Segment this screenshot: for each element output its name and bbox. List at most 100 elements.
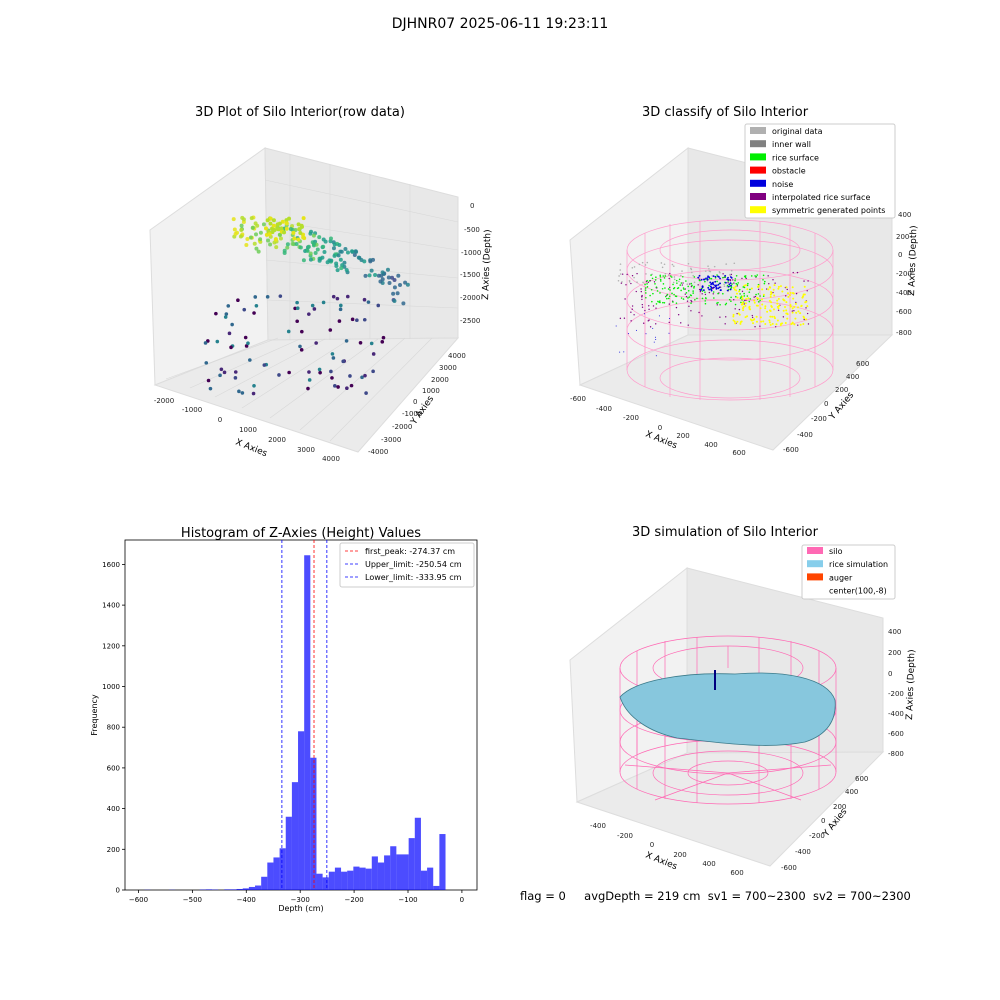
classified-point xyxy=(743,303,746,305)
classified-point xyxy=(748,300,751,303)
scatter-point xyxy=(251,391,256,396)
classified-point xyxy=(803,318,805,321)
classified-point xyxy=(749,318,752,321)
legend-label: noise xyxy=(772,180,793,189)
scatter-point xyxy=(206,378,211,383)
classified-point xyxy=(641,296,643,298)
classified-point xyxy=(773,315,776,318)
raw-xtick: 2000 xyxy=(268,436,286,444)
raw-ztick: -1500 xyxy=(460,271,480,279)
classified-point xyxy=(743,292,745,295)
classified-point xyxy=(658,301,661,304)
classify-ytick: 600 xyxy=(856,360,869,368)
raw-xtick: 3000 xyxy=(297,446,315,454)
classified-point xyxy=(659,274,662,277)
classified-point xyxy=(690,310,692,312)
classified-point xyxy=(767,288,770,291)
classified-point xyxy=(710,282,713,285)
classified-point xyxy=(677,314,680,316)
histogram-xlabel: Depth (cm) xyxy=(278,904,323,913)
classified-point xyxy=(708,276,711,279)
classified-point xyxy=(688,305,690,308)
scatter-point xyxy=(403,280,408,285)
raw-3d-panel: 3D Plot of Silo Interior(row data) -2000… xyxy=(149,105,493,463)
classified-point xyxy=(746,284,749,287)
classified-point xyxy=(789,291,792,294)
classified-point xyxy=(779,323,782,326)
classified-point xyxy=(701,290,704,292)
classified-point xyxy=(736,285,739,287)
classified-point xyxy=(757,301,760,303)
classified-point xyxy=(742,309,745,312)
scatter-point xyxy=(332,242,337,247)
classified-point xyxy=(624,298,626,300)
scatter-point xyxy=(268,216,273,221)
scatter-point xyxy=(307,378,312,382)
classified-point xyxy=(791,310,794,312)
scatter-point xyxy=(299,348,304,352)
classified-point xyxy=(713,297,715,299)
scatter-point xyxy=(301,235,306,240)
scatter-point xyxy=(301,216,306,221)
classified-point xyxy=(714,280,717,283)
simulation-floor-pane xyxy=(575,751,885,867)
classified-point xyxy=(650,288,653,291)
classified-point xyxy=(687,289,690,292)
classified-point xyxy=(761,303,764,306)
legend-swatch xyxy=(807,573,823,581)
classified-point xyxy=(771,315,774,318)
scatter-point xyxy=(203,341,208,345)
legend-label: center(100,-8) xyxy=(829,587,887,596)
scatter-point xyxy=(317,367,322,372)
classified-point xyxy=(717,275,719,278)
scatter-point xyxy=(237,389,241,394)
scatter-point xyxy=(270,230,275,235)
histogram-xtick-label: −500 xyxy=(183,896,202,904)
scatter-point xyxy=(268,221,273,226)
classified-point xyxy=(795,311,798,314)
classified-point xyxy=(653,281,656,283)
classified-point xyxy=(631,275,634,277)
raw-ytick: -1000 xyxy=(402,410,422,418)
histogram-bar xyxy=(322,877,329,890)
classified-point xyxy=(742,307,745,310)
legend-label: Lower_limit: -333.95 cm xyxy=(365,573,462,582)
classified-point xyxy=(708,288,711,291)
classified-point xyxy=(716,274,718,276)
scatter-point xyxy=(305,248,310,253)
classified-point xyxy=(663,263,666,266)
scatter-point xyxy=(343,247,348,252)
scatter-point xyxy=(401,301,406,306)
classified-point xyxy=(715,284,718,287)
scatter-point xyxy=(380,270,385,275)
classified-point xyxy=(751,316,754,319)
classified-point xyxy=(708,291,711,294)
scatter-point xyxy=(331,356,336,360)
histogram-ytick-label: 1000 xyxy=(102,683,120,691)
classified-point xyxy=(712,291,715,293)
classified-point xyxy=(769,323,772,326)
classified-point xyxy=(785,301,788,304)
classified-point xyxy=(686,283,689,286)
classified-point xyxy=(690,282,693,285)
classified-point xyxy=(726,284,729,287)
scatter-point xyxy=(317,235,322,240)
histogram-bar xyxy=(365,868,372,890)
classified-point xyxy=(765,288,768,290)
classified-point xyxy=(647,281,650,283)
classified-point xyxy=(753,299,756,302)
classify-points xyxy=(615,261,810,357)
classified-point xyxy=(619,269,622,271)
classified-point xyxy=(641,294,643,297)
classified-point xyxy=(744,302,747,305)
classified-point xyxy=(636,281,638,283)
raw-floor-pane xyxy=(153,337,460,453)
scatter-point xyxy=(369,268,374,273)
classified-point xyxy=(757,293,760,295)
classified-point xyxy=(786,288,788,291)
sv1-text: sv1 = 700~2300 xyxy=(707,889,806,903)
classified-point xyxy=(670,276,673,278)
simulation-xtick: -400 xyxy=(590,822,606,830)
classified-point xyxy=(797,324,799,326)
classified-point xyxy=(658,315,660,317)
